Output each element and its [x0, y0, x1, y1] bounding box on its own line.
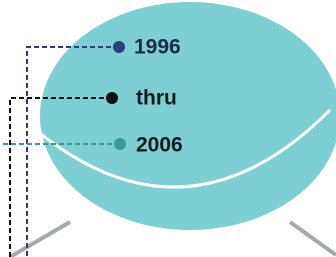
- disc-graphic: 1996 thru 2006: [0, 0, 336, 257]
- label: 2006: [136, 134, 183, 157]
- disc: [40, 2, 336, 230]
- stand-leg-right: [290, 222, 336, 255]
- label: 1996: [134, 36, 181, 59]
- dot: [114, 138, 126, 150]
- dot: [106, 92, 118, 104]
- dot: [113, 41, 125, 53]
- label: thru: [136, 87, 177, 110]
- stand-leg-left: [10, 222, 70, 257]
